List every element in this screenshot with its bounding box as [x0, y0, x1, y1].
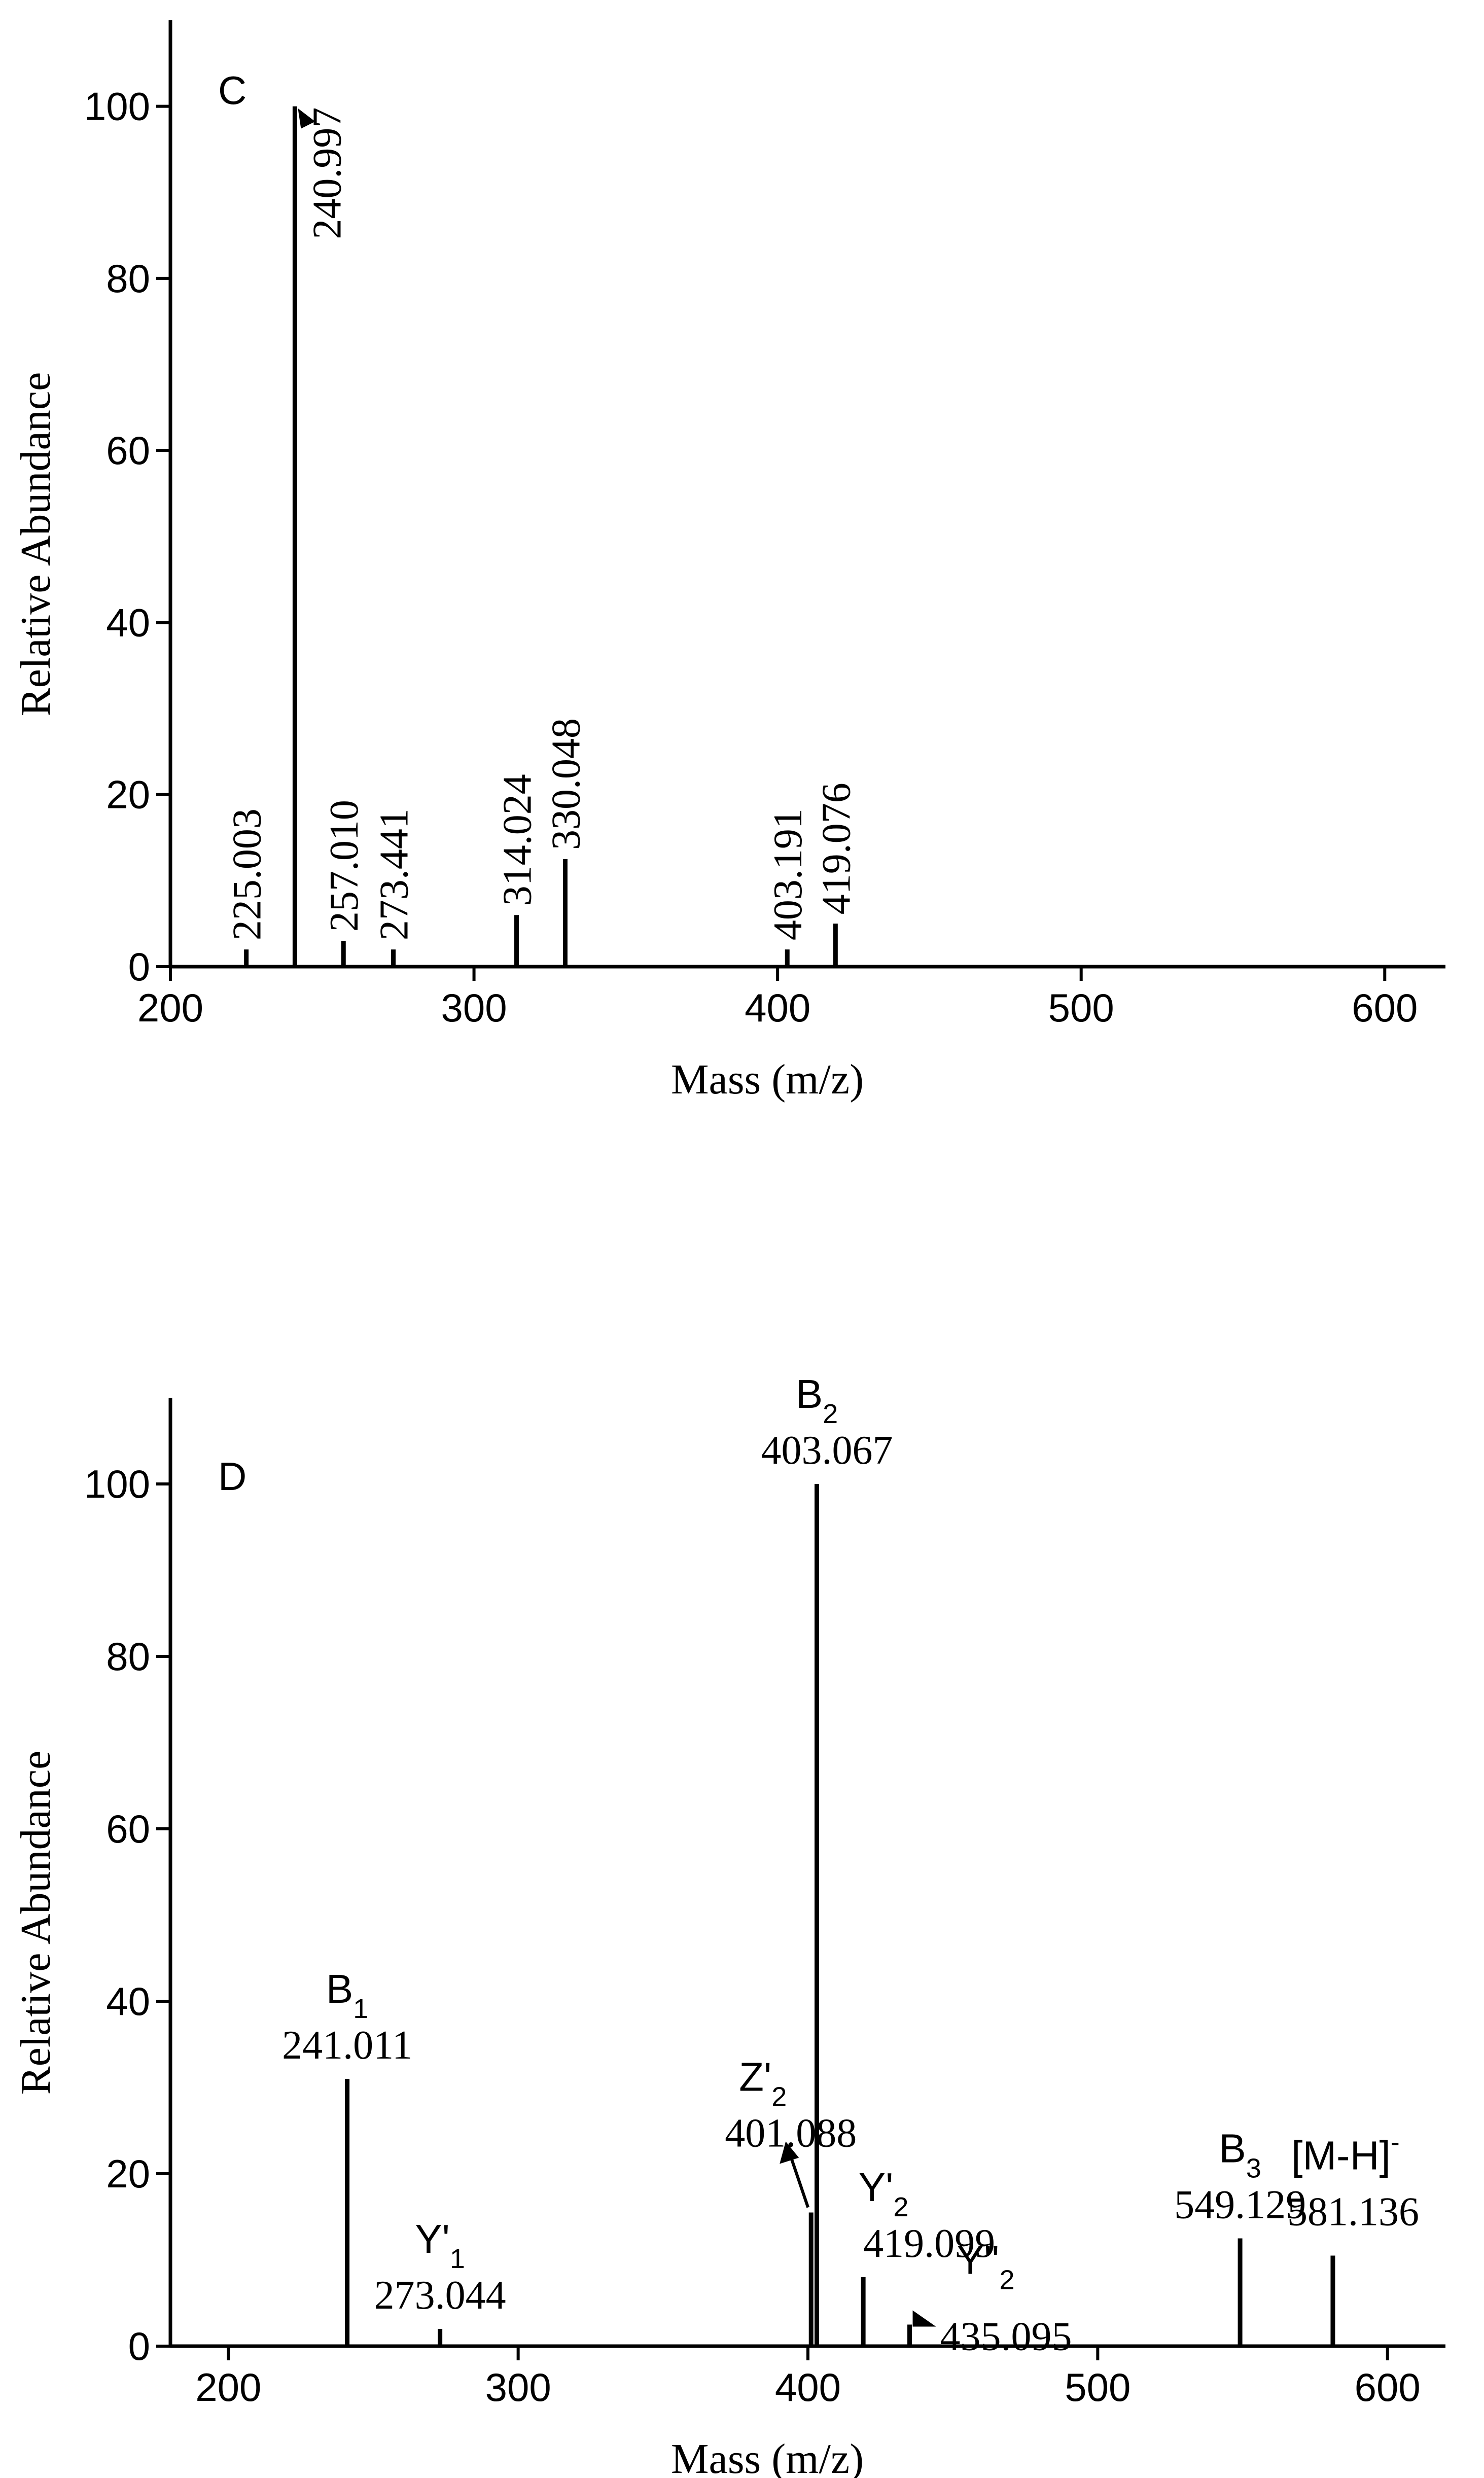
peak-label: 403.067 — [761, 1428, 893, 1473]
ion-name: Z' — [739, 2055, 771, 2100]
ion-label: B1 — [326, 1966, 368, 2024]
ion-subscript: 2 — [999, 2265, 1014, 2295]
peak-label: 273.044 — [374, 2273, 506, 2318]
x-tick-label: 300 — [441, 985, 507, 1030]
y-tick-label: 80 — [106, 1634, 150, 1679]
ion-label: Y'2 — [859, 2165, 909, 2222]
ion-name: Y'' — [957, 2238, 1000, 2283]
peak-label: 330.048 — [544, 718, 588, 850]
y-tick-label: 20 — [106, 772, 150, 817]
y-tick-label: 0 — [128, 2324, 150, 2368]
ion-name: B — [796, 1371, 823, 1417]
x-tick-label: 200 — [137, 985, 203, 1030]
x-tick-label: 400 — [745, 985, 810, 1030]
panel-d: 0 20 40 60 80 100 200 300 400 500 600 Mass (m/z) Rel… — [12, 1371, 1445, 2478]
panel-c: 0 20 40 60 80 100 200 300 400 500 600 Mass (m/z) Rel… — [12, 20, 1445, 1103]
ion-label: Y''2 — [957, 2238, 1015, 2295]
peak-label: 225.003 — [225, 808, 270, 940]
peak-label: 314.024 — [496, 774, 540, 906]
x-tick-label: 200 — [195, 2365, 261, 2410]
peak-arrow — [780, 2141, 799, 2164]
peak-label: 549.129 — [1174, 2183, 1306, 2227]
panel-letter: C — [218, 68, 246, 113]
ion-subscript: 2 — [823, 1399, 838, 1429]
peak-arrow — [298, 108, 315, 129]
y-tick-label: 20 — [106, 2151, 150, 2196]
y-tick-label: 60 — [106, 428, 150, 473]
y-tick-label: 100 — [84, 84, 150, 129]
y-tick-label: 60 — [106, 1807, 150, 1851]
peak-label: 419.076 — [814, 783, 859, 914]
ion-name: B — [1219, 2126, 1246, 2171]
peak-label: 273.441 — [372, 808, 417, 940]
peak-label: 240.997 — [305, 108, 349, 239]
ion-subscript: 1 — [450, 2244, 465, 2274]
peak-label: 403.191 — [766, 808, 810, 940]
x-tick-label: 600 — [1352, 985, 1418, 1030]
peak-label: 241.011 — [282, 2023, 412, 2068]
x-tick-label: 600 — [1355, 2365, 1421, 2410]
ion-label: B2 — [796, 1371, 838, 1429]
y-tick-label: 40 — [106, 600, 150, 645]
x-tick-label: 500 — [1065, 2365, 1130, 2410]
y-tick-label: 0 — [128, 944, 150, 989]
x-tick-label: 500 — [1048, 985, 1114, 1030]
x-axis-title: Mass (m/z) — [671, 1056, 864, 1103]
ion-name: Y' — [415, 2216, 450, 2261]
ion-subscript: 2 — [771, 2082, 787, 2112]
ion-subscript: 2 — [893, 2192, 908, 2222]
peak-label: 419.099 — [863, 2221, 995, 2266]
ion-name: [M-H] — [1291, 2133, 1391, 2178]
peak-leader-line — [789, 2156, 810, 2208]
y-axis-title: Relative Abundance — [12, 372, 59, 717]
panel-letter: D — [218, 1454, 246, 1499]
x-tick-label: 400 — [775, 2365, 841, 2410]
ion-name: Y' — [859, 2165, 894, 2210]
ion-label: Z'2 — [739, 2055, 787, 2112]
y-tick-label: 100 — [84, 1462, 150, 1506]
x-tick-label: 300 — [485, 2365, 551, 2410]
y-tick-label: 40 — [106, 1979, 150, 2024]
peak-label: 581.136 — [1287, 2190, 1419, 2235]
ion-subscript: 1 — [353, 1994, 368, 2024]
ion-label: Y'1 — [415, 2216, 465, 2274]
ion-name: B — [326, 1966, 353, 2011]
ion-subscript: 3 — [1246, 2153, 1261, 2184]
ion-label: [M-H]- — [1291, 2127, 1400, 2178]
y-axis-title: Relative Abundance — [12, 1751, 59, 2095]
peak-arrow — [912, 2310, 936, 2327]
peak-label: 257.010 — [322, 800, 367, 932]
ion-superscript: - — [1391, 2127, 1400, 2157]
x-axis-title: Mass (m/z) — [671, 2435, 864, 2478]
y-tick-label: 80 — [106, 256, 150, 301]
peak-label: 435.095 — [940, 2315, 1072, 2359]
ion-label: B3 — [1219, 2126, 1261, 2184]
